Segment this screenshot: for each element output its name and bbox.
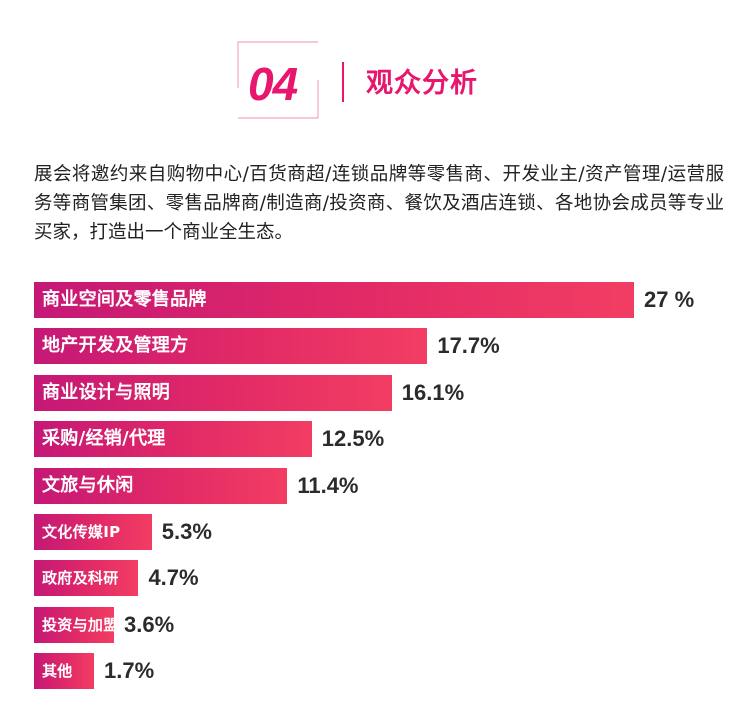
bar-category-label: 投资与加盟 — [42, 616, 119, 634]
bar-9: 其他 — [34, 653, 94, 689]
bar-value-label: 1.7% — [104, 658, 155, 683]
intro-paragraph: 展会将邀约来自购物中心/百货商超/连锁品牌等零售商、开发业主/资产管理/运营服务… — [34, 164, 724, 243]
bar-value-label: 12.5% — [321, 426, 385, 451]
bar-value-label: 3.6% — [124, 612, 175, 637]
section-number: 04 — [248, 58, 298, 110]
bar-7: 政府及科研 — [34, 560, 139, 596]
bar-1: 商业空间及零售品牌 — [34, 282, 634, 318]
section-number-badge: 04 — [236, 40, 328, 120]
bar-value-label: 17.7% — [437, 333, 500, 358]
section-number-frame — [237, 41, 319, 119]
bar-category-label: 政府及科研 — [42, 569, 119, 587]
bar-5: 文旅与休闲 — [34, 468, 288, 504]
bar-category-label: 商业设计与照明 — [42, 382, 171, 403]
bar-value-label: 11.4% — [297, 473, 359, 498]
bar-value-label: 4.7% — [148, 565, 199, 590]
section-title: 观众分析 — [366, 68, 478, 99]
section-header: 04 观众分析 — [0, 0, 750, 130]
bar-8: 投资与加盟 — [34, 607, 118, 643]
bar-category-label: 采购/经销/代理 — [42, 428, 166, 449]
bar-category-label: 地产开发及管理方 — [42, 335, 189, 356]
bar-value-label: 27 % — [644, 287, 695, 312]
bar-6: 文化传媒IP — [34, 514, 152, 550]
bar-4: 采购/经销/代理 — [34, 421, 312, 457]
bar-category-label: 文旅与休闲 — [42, 475, 134, 496]
bar-category-label: 文化传媒IP — [42, 523, 121, 541]
bar-2: 地产开发及管理方 — [34, 328, 428, 364]
bar-category-label: 其他 — [42, 662, 73, 680]
header-divider — [342, 62, 344, 102]
bar-3: 商业设计与照明 — [34, 375, 392, 411]
bar-value-label: 5.3% — [161, 519, 212, 544]
bar-category-label: 商业空间及零售品牌 — [42, 289, 207, 310]
audience-bar-chart: 商业空间及零售品牌 27 % 地产开发及管理方 17.7% 商业设计与照明 16.1% 采购… — [34, 282, 734, 702]
bar-value-label: 16.1% — [401, 380, 465, 405]
